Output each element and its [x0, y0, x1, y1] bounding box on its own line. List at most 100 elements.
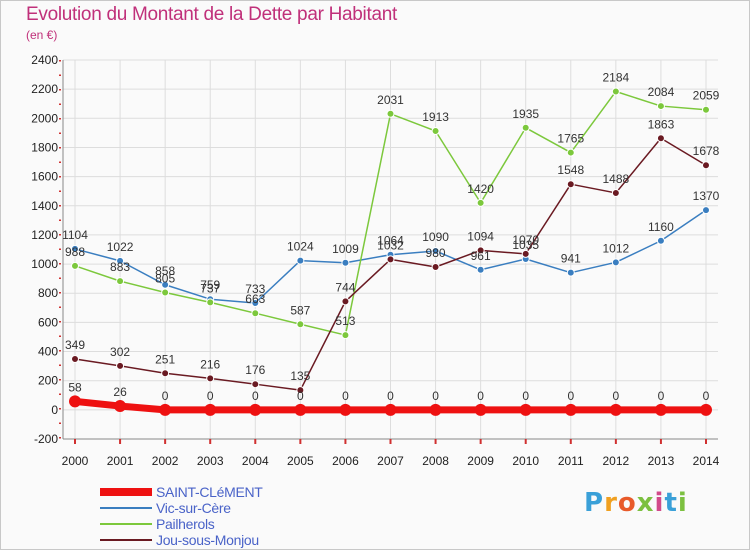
data-point — [71, 244, 79, 253]
data-label: 1094 — [467, 229, 494, 243]
data-point — [519, 403, 532, 416]
data-point — [656, 102, 665, 111]
y-tick-label: 1600 — [31, 170, 58, 184]
data-label: 2184 — [603, 70, 630, 84]
x-tick-label: 2007 — [377, 454, 404, 468]
logo-letter: i — [654, 488, 665, 518]
logo-letter: i — [677, 488, 688, 518]
chart-subtitle: (en €) — [26, 28, 58, 42]
data-label: 961 — [471, 249, 491, 263]
y-tick-label: 800 — [38, 286, 58, 300]
legend-label: Vic-sur-Cère — [156, 500, 231, 516]
data-point — [161, 280, 170, 289]
data-label: 1370 — [693, 189, 720, 203]
x-tick-label: 2009 — [467, 454, 494, 468]
data-point — [251, 309, 260, 318]
data-point — [476, 198, 485, 207]
data-point — [386, 109, 395, 118]
x-tick-label: 2004 — [242, 454, 269, 468]
data-label: 1104 — [62, 228, 88, 242]
data-label: 737 — [200, 281, 220, 295]
legend-item: Vic-sur-Cère — [100, 500, 263, 516]
data-label: 0 — [252, 389, 259, 403]
data-label: 883 — [110, 260, 130, 274]
data-point — [564, 403, 577, 416]
data-point — [654, 403, 667, 416]
data-label: 513 — [335, 314, 355, 328]
y-tick-label: -200 — [34, 432, 58, 446]
x-tick-label: 2014 — [693, 454, 720, 468]
y-tick-label: 2400 — [31, 53, 58, 67]
y-tick-label: 2200 — [31, 82, 58, 96]
y-tick-label: 1000 — [31, 257, 58, 271]
chart-title: Evolution du Montant de la Dette par Hab… — [26, 4, 397, 25]
data-point — [249, 403, 262, 416]
data-label: 2031 — [377, 93, 404, 107]
data-point — [521, 249, 530, 258]
x-tick-label: 2008 — [422, 454, 449, 468]
data-point — [71, 261, 79, 270]
x-tick-label: 2003 — [197, 454, 224, 468]
data-label: 176 — [245, 363, 265, 377]
data-label: 26 — [113, 385, 127, 399]
data-label: 0 — [613, 389, 620, 403]
data-point — [341, 297, 350, 306]
data-point — [296, 320, 305, 329]
proxiti-logo: Proxiti — [584, 488, 688, 518]
data-label: 858 — [155, 264, 175, 278]
data-label: 1064 — [377, 234, 404, 248]
y-tick-label: 2000 — [31, 111, 58, 125]
logo-letter: t — [664, 488, 678, 518]
legend-swatch — [100, 539, 152, 541]
data-point — [384, 403, 397, 416]
data-point — [116, 277, 125, 286]
data-point — [204, 403, 217, 416]
data-label: 1012 — [603, 241, 630, 255]
data-point — [159, 403, 172, 416]
data-point — [700, 403, 712, 416]
data-label: 1035 — [512, 238, 539, 252]
logo-letter: r — [604, 488, 618, 518]
data-point — [431, 246, 440, 255]
x-tick-label: 2002 — [152, 454, 179, 468]
data-point — [566, 180, 575, 189]
data-label: 2084 — [648, 85, 675, 99]
data-label: 1009 — [332, 242, 359, 256]
data-label: 0 — [703, 389, 710, 403]
data-label: 1913 — [422, 110, 449, 124]
data-point — [566, 148, 575, 157]
data-point — [656, 134, 665, 143]
data-point — [476, 246, 485, 255]
logo-letter: x — [636, 488, 655, 518]
data-point — [566, 268, 575, 277]
data-point — [206, 298, 215, 307]
data-point — [386, 255, 395, 264]
legend-swatch — [100, 523, 152, 525]
y-tick-label: 0 — [51, 403, 58, 417]
data-label: 0 — [207, 389, 214, 403]
x-tick-label: 2005 — [287, 454, 314, 468]
data-point — [611, 188, 620, 197]
data-label: 1765 — [557, 132, 584, 146]
data-label: 988 — [65, 245, 85, 259]
data-label: 1032 — [377, 238, 404, 252]
data-label: 733 — [245, 282, 265, 296]
logo-letter: o — [617, 488, 637, 518]
data-label: 0 — [658, 389, 665, 403]
data-point — [116, 361, 125, 370]
legend: SAINT-CLéMENT Vic-sur-Cère Pailherols Jou-s… — [100, 484, 263, 548]
legend-item: SAINT-CLéMENT — [100, 484, 263, 500]
data-point — [431, 126, 440, 135]
data-point — [71, 354, 79, 363]
data-point — [251, 298, 260, 307]
data-point — [296, 256, 305, 265]
data-label: 349 — [65, 338, 85, 352]
data-point — [206, 374, 215, 383]
x-tick-label: 2011 — [558, 454, 584, 468]
data-point — [69, 395, 81, 408]
data-label: 0 — [342, 389, 349, 403]
data-label: 941 — [561, 252, 581, 266]
data-point — [476, 265, 485, 274]
data-label: 135 — [290, 369, 310, 383]
data-point — [429, 403, 442, 416]
